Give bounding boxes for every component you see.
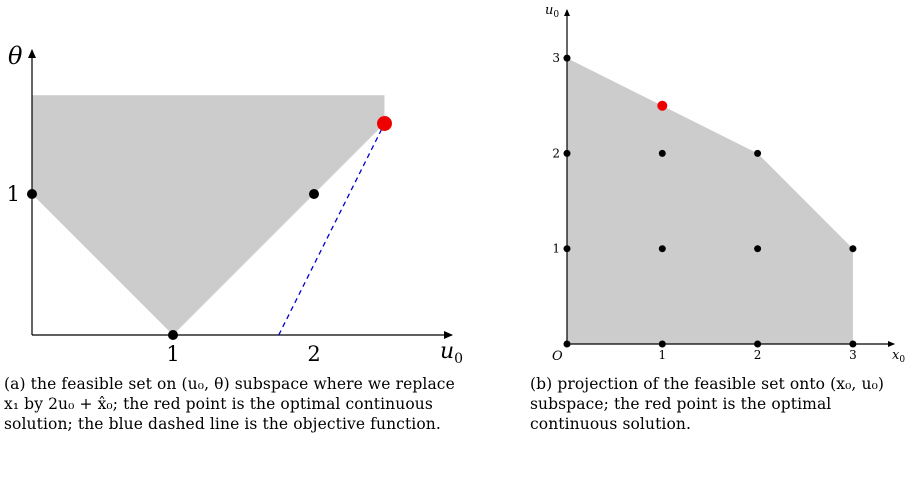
optimum-point [377,116,392,131]
origin-label: O [552,349,563,364]
axis-y-label: θ [8,42,23,70]
axis-x-label: u0 [440,339,463,367]
lattice-point [563,245,571,253]
lattice-point [563,340,571,348]
lattice-point [849,245,857,253]
x-tick-label: 1 [658,348,666,362]
lattice-point [309,189,319,199]
lattice-point [658,149,666,157]
y-tick-label: 1 [552,242,560,256]
lattice-point [658,340,666,348]
y-tick-label: 1 [7,182,20,206]
panel-b: 1 2 3 1 2 3 x0 u0 O (b) projection of the fea… [520,0,922,477]
caption-b: (b) projection of the feasible set onto … [530,375,885,433]
x-tick-label: 1 [166,342,179,366]
lattice-point [754,245,762,253]
y-tick-label: 2 [552,146,560,160]
lattice-point [27,189,37,199]
caption-a: (a) the feasible set on (u₀, θ) subspace… [4,375,455,433]
lattice-point [658,245,666,253]
feasible-set-plot-b: 1 2 3 1 2 3 x0 u0 O [545,3,905,365]
optimum-point [657,100,668,111]
lattice-point [754,149,762,157]
y-tick-label: 3 [552,51,560,65]
axis-y-label: u0 [545,3,559,20]
lattice-point [168,330,178,340]
panel-a: 1 2 1 u0 θ (a) the feasible set on (u₀, θ)… [4,42,463,433]
feasible-region [32,95,385,335]
lattice-point [563,149,571,157]
axis-x-label: x0 [892,348,905,365]
feasible-region [567,58,853,344]
feasible-set-plot-a: 1 2 1 u0 θ [7,42,463,367]
objective-line [278,123,386,336]
x-tick-label: 2 [307,342,320,366]
lattice-point [754,340,762,348]
x-tick-label: 3 [849,348,857,362]
x-tick-label: 2 [754,348,762,362]
lattice-point [563,54,571,62]
lattice-point [849,340,857,348]
